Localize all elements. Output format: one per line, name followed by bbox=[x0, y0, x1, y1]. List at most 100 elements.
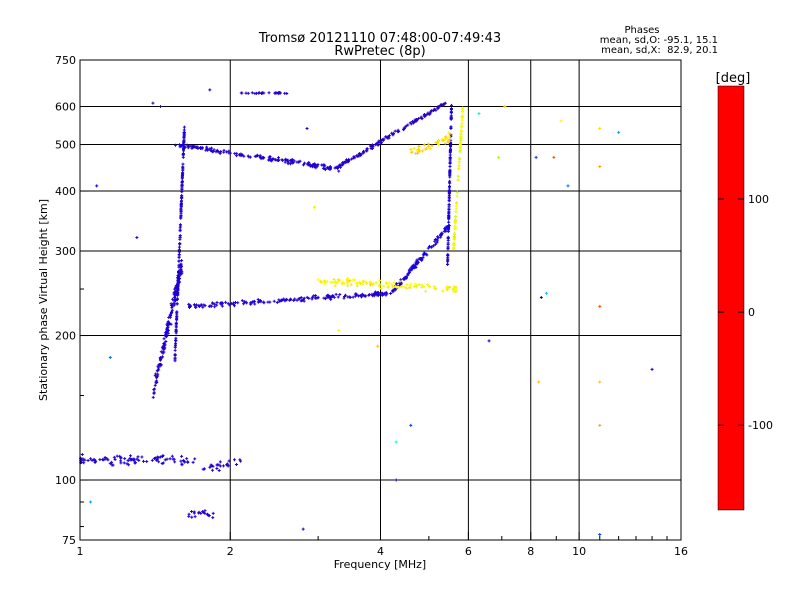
data-point bbox=[225, 150, 229, 154]
data-point bbox=[426, 283, 430, 287]
data-point bbox=[128, 457, 132, 461]
data-point bbox=[280, 158, 284, 162]
data-point bbox=[248, 155, 252, 159]
data-point bbox=[405, 286, 409, 290]
data-point bbox=[346, 158, 350, 162]
data-point bbox=[460, 118, 464, 122]
data-point bbox=[181, 166, 185, 170]
data-point bbox=[187, 512, 191, 516]
data-point bbox=[441, 289, 445, 293]
data-point bbox=[446, 238, 450, 242]
data-point bbox=[142, 459, 146, 463]
data-point bbox=[353, 156, 357, 160]
data-point bbox=[409, 282, 413, 286]
data-point bbox=[457, 166, 461, 170]
x-tick-label: 2 bbox=[227, 545, 234, 558]
data-point bbox=[176, 279, 180, 283]
data-point bbox=[382, 284, 386, 288]
data-point bbox=[455, 194, 459, 198]
data-point bbox=[344, 160, 348, 164]
data-point bbox=[326, 166, 330, 170]
data-point bbox=[182, 125, 186, 129]
data-point bbox=[598, 533, 602, 537]
data-point bbox=[160, 355, 164, 359]
data-point bbox=[453, 225, 457, 229]
data-point bbox=[424, 289, 428, 293]
data-point bbox=[436, 235, 440, 239]
data-point bbox=[410, 150, 414, 154]
data-point bbox=[213, 302, 217, 306]
data-point bbox=[503, 105, 507, 109]
data-point bbox=[387, 281, 391, 285]
data-point bbox=[89, 500, 93, 504]
data-point bbox=[444, 135, 448, 139]
data-point bbox=[180, 454, 184, 458]
data-point bbox=[196, 146, 200, 150]
data-point bbox=[356, 281, 360, 285]
data-point bbox=[460, 114, 464, 118]
data-point bbox=[207, 513, 211, 517]
data-point bbox=[119, 456, 123, 460]
data-point bbox=[310, 297, 314, 301]
data-point bbox=[168, 314, 172, 318]
data-point bbox=[81, 458, 85, 462]
data-point bbox=[409, 266, 413, 270]
data-point bbox=[153, 383, 157, 387]
data-point bbox=[156, 374, 160, 378]
data-point bbox=[355, 284, 359, 288]
data-point bbox=[432, 244, 436, 248]
data-point bbox=[174, 299, 178, 303]
data-point bbox=[379, 139, 383, 143]
data-point bbox=[341, 280, 345, 284]
data-point bbox=[351, 278, 355, 282]
data-point bbox=[448, 150, 452, 154]
data-point bbox=[448, 285, 452, 289]
data-point bbox=[428, 147, 432, 151]
data-point bbox=[273, 91, 277, 95]
data-point bbox=[307, 161, 311, 165]
data-point bbox=[193, 457, 197, 461]
data-point bbox=[349, 283, 353, 287]
data-point bbox=[376, 344, 380, 348]
data-point bbox=[544, 291, 548, 295]
data-point bbox=[378, 282, 382, 286]
data-point bbox=[454, 210, 458, 214]
data-point bbox=[417, 117, 421, 121]
data-point bbox=[174, 321, 178, 325]
data-point bbox=[181, 153, 185, 157]
data-point bbox=[218, 460, 222, 464]
data-point bbox=[172, 303, 176, 307]
data-point bbox=[206, 147, 210, 151]
data-point bbox=[406, 123, 410, 127]
data-point bbox=[235, 154, 239, 158]
data-point bbox=[598, 423, 602, 427]
data-point bbox=[211, 511, 215, 515]
data-point bbox=[442, 139, 446, 143]
data-point bbox=[559, 119, 563, 123]
data-point bbox=[336, 278, 340, 282]
data-point bbox=[315, 164, 319, 168]
data-point bbox=[233, 151, 237, 155]
data-point bbox=[403, 285, 407, 289]
data-point bbox=[212, 148, 216, 152]
data-point bbox=[297, 297, 301, 301]
data-point bbox=[310, 165, 314, 169]
y-tick-label: 200 bbox=[55, 330, 76, 343]
data-point bbox=[174, 329, 178, 333]
data-point bbox=[443, 101, 447, 105]
data-point bbox=[338, 292, 342, 296]
data-point bbox=[443, 141, 447, 145]
data-point bbox=[477, 112, 481, 116]
data-point bbox=[164, 340, 168, 344]
data-point bbox=[459, 125, 463, 129]
data-point bbox=[173, 460, 177, 464]
data-point bbox=[367, 292, 371, 296]
data-point bbox=[208, 88, 212, 92]
data-point bbox=[394, 284, 398, 288]
data-point bbox=[350, 157, 354, 161]
data-point bbox=[277, 298, 281, 302]
data-point bbox=[343, 293, 347, 297]
data-point bbox=[447, 191, 451, 195]
data-point bbox=[447, 215, 451, 219]
data-point bbox=[118, 454, 122, 458]
